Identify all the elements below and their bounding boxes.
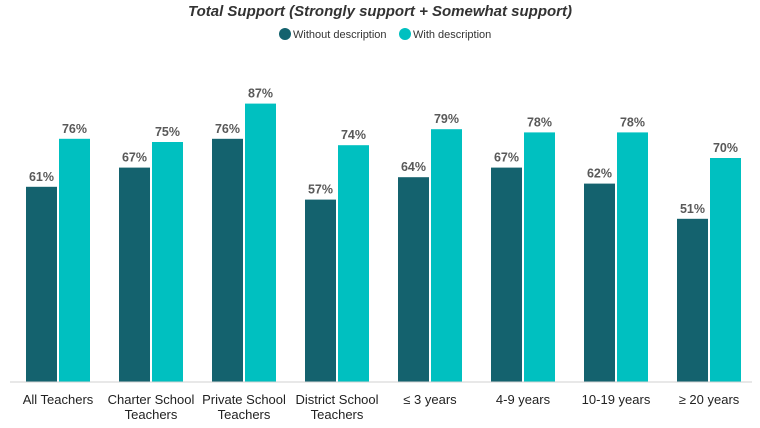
bar-with-description-district-school-teachers — [338, 145, 369, 382]
data-label-without-description-4-9-years: 67% — [494, 151, 519, 165]
data-label-with-description-charter-school-teachers: 75% — [155, 125, 180, 139]
x-tick-label-10-19-years: 10-19 years — [582, 392, 651, 407]
data-label-with-description-20-years: 70% — [713, 141, 738, 155]
data-label-with-description-10-19-years: 78% — [620, 115, 645, 129]
data-label-without-description-district-school-teachers: 57% — [308, 183, 333, 197]
chart-title: Total Support (Strongly support + Somewh… — [188, 3, 572, 20]
bar-with-description-20-years — [710, 158, 741, 382]
legend-swatch-without-description — [279, 28, 291, 40]
data-label-without-description-20-years: 51% — [680, 202, 705, 216]
bar-with-description-charter-school-teachers — [152, 142, 183, 382]
data-label-without-description-3-years: 64% — [401, 160, 426, 174]
x-tick-label-all-teachers: All Teachers — [23, 392, 94, 407]
data-label-with-description-3-years: 79% — [434, 112, 459, 126]
x-tick-label-private-school-teachers: Private School Teachers — [202, 392, 286, 422]
bar-without-description-district-school-teachers — [305, 199, 336, 382]
x-tick-label-20-years: ≥ 20 years — [679, 392, 740, 407]
bar-without-description-10-19-years — [584, 183, 615, 382]
data-label-with-description-4-9-years: 78% — [527, 115, 552, 129]
plot-area: 61% 76% All Teachers 67% 75% Charter School Te… — [23, 87, 741, 422]
bar-with-description-private-school-teachers — [245, 103, 276, 382]
legend-label-without-description: Without description — [293, 29, 387, 41]
legend-swatch-with-description — [399, 28, 411, 40]
legend-label-with-description: With description — [413, 29, 491, 41]
data-label-without-description-private-school-teachers: 76% — [215, 122, 240, 136]
data-label-without-description-charter-school-teachers: 67% — [122, 151, 147, 165]
bar-without-description-4-9-years — [491, 167, 522, 382]
bar-without-description-private-school-teachers — [212, 138, 243, 382]
bar-with-description-4-9-years — [524, 132, 555, 382]
data-label-without-description-all-teachers: 61% — [29, 170, 54, 184]
bar-without-description-charter-school-teachers — [119, 167, 150, 382]
bar-without-description-20-years — [677, 218, 708, 382]
bar-without-description-all-teachers — [26, 186, 57, 382]
data-label-with-description-district-school-teachers: 74% — [341, 128, 366, 142]
data-label-with-description-private-school-teachers: 87% — [248, 87, 273, 101]
bar-with-description-all-teachers — [59, 138, 90, 382]
bar-without-description-3-years — [398, 177, 429, 382]
x-tick-label-charter-school-teachers: Charter School Teachers — [108, 392, 195, 422]
bar-with-description-3-years — [431, 129, 462, 382]
legend: Without description With description — [279, 28, 491, 41]
data-label-with-description-all-teachers: 76% — [62, 122, 87, 136]
data-label-without-description-10-19-years: 62% — [587, 167, 612, 181]
x-tick-label-4-9-years: 4-9 years — [496, 392, 551, 407]
x-tick-label-district-school-teachers: District School Teachers — [295, 392, 378, 422]
bar-with-description-10-19-years — [617, 132, 648, 382]
x-tick-label-3-years: ≤ 3 years — [403, 392, 457, 407]
